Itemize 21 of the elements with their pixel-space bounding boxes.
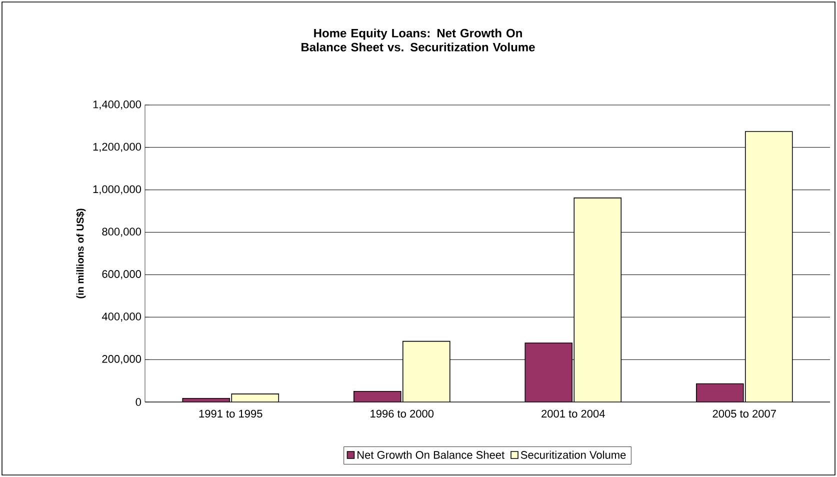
y-tick-label: 600,000 xyxy=(102,270,142,280)
x-tick-label: 1991 to 1995 xyxy=(199,410,262,418)
y-tick-label: 200,000 xyxy=(102,355,142,364)
bar xyxy=(524,342,573,402)
y-tick-label: 0 xyxy=(136,398,142,406)
y-axis-title: (in millions of US$) xyxy=(76,208,86,298)
y-tick-label: 1,400,000 xyxy=(93,100,142,110)
bar xyxy=(744,131,793,402)
bar xyxy=(574,198,622,402)
bar xyxy=(402,340,450,402)
legend-label: Net Growth On Balance Sheet xyxy=(358,450,504,459)
bar xyxy=(696,383,744,402)
chart-title: Home Equity Loans: Net Growth On Balance Sheet vs. Securitization Volume xyxy=(302,28,535,52)
y-tick-label: 400,000 xyxy=(102,312,142,322)
x-tick-label: 2005 to 2007 xyxy=(712,410,776,418)
y-tick-label: 800,000 xyxy=(102,228,142,237)
x-tick-label: 1996 to 2000 xyxy=(370,410,434,418)
x-tick-label: 2001 to 2004 xyxy=(542,410,605,418)
y-tick-label: 1,000,000 xyxy=(93,185,142,194)
legend-label: Securitization Volume xyxy=(520,450,626,459)
y-tick-label: 1,200,000 xyxy=(93,142,142,152)
